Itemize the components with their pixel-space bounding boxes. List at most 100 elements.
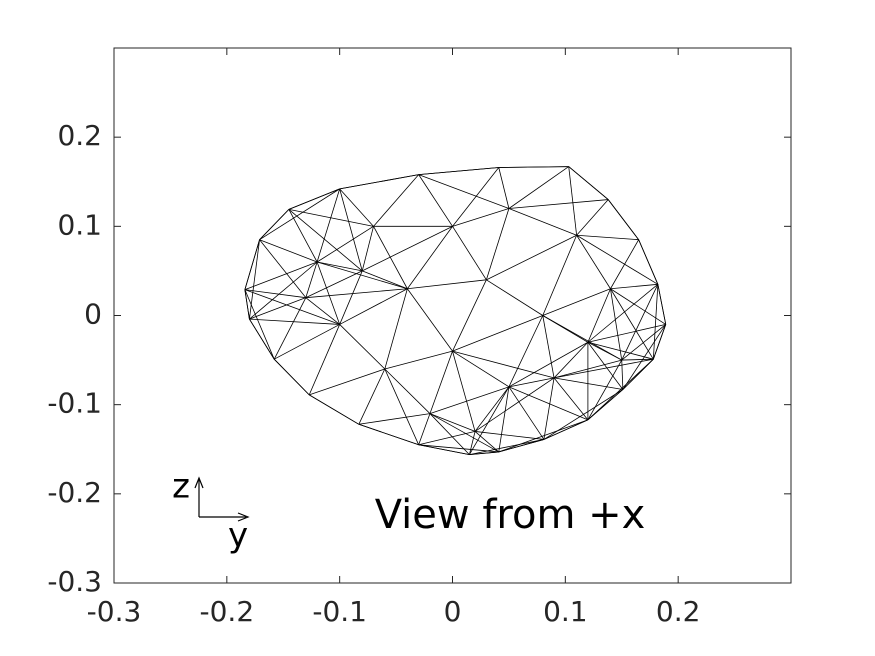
mesh-edge [317, 261, 363, 272]
x-tick-label: -0.1 [312, 595, 367, 628]
mesh-edge [305, 288, 408, 299]
mesh-edge [469, 386, 510, 455]
mesh-edge [587, 283, 659, 343]
mesh-edge [361, 226, 374, 272]
mesh-edge [508, 341, 589, 388]
mesh-edge [576, 199, 609, 236]
mesh-edge [244, 261, 318, 291]
mesh-edge [249, 261, 318, 320]
mesh-edge [621, 284, 659, 361]
mesh-edge [621, 360, 624, 390]
triad-z-label: z [172, 467, 190, 507]
mesh-edge [486, 234, 577, 281]
mesh-edge [621, 324, 667, 361]
y-tick-label: -0.1 [47, 387, 102, 420]
mesh-edge [610, 288, 623, 361]
mesh-edge [259, 209, 290, 240]
mesh-edge [475, 431, 544, 440]
mesh [244, 166, 667, 456]
mesh-edge [339, 324, 386, 370]
triad-y-head [237, 512, 250, 522]
mesh-edge [339, 288, 408, 325]
mesh-edge [576, 234, 639, 241]
mesh-edge [486, 279, 543, 316]
mesh-edge [508, 199, 609, 209]
mesh-edge [249, 318, 275, 360]
mesh-edge [339, 188, 374, 227]
mesh-edge [576, 234, 659, 285]
mesh-edge [244, 289, 340, 325]
mesh-edge [429, 386, 510, 414]
mesh-edge [305, 297, 340, 325]
mesh-edge [508, 208, 577, 236]
mesh-edge [316, 225, 374, 263]
mesh-edge [542, 235, 577, 316]
mesh-edge [418, 444, 470, 455]
x-tick-label: 0.2 [656, 595, 701, 628]
mesh-edge [407, 226, 453, 289]
mesh-edge [568, 166, 609, 200]
mesh-edge [288, 209, 363, 272]
mesh-edge [452, 351, 476, 432]
mesh-edge [418, 174, 510, 209]
mesh-edge [498, 439, 545, 453]
mesh-edge [657, 284, 667, 325]
mesh-edge [373, 174, 419, 227]
mesh-edge [316, 261, 341, 325]
mesh-edge [358, 423, 419, 446]
mesh-edge [418, 431, 476, 446]
x-tick-label: 0 [444, 595, 462, 628]
mesh-edge [305, 270, 363, 299]
mesh-edge [543, 419, 589, 440]
mesh-edge [452, 315, 543, 352]
mesh-edge [576, 235, 611, 289]
mesh-edge [418, 444, 499, 453]
mesh-edge [508, 166, 569, 209]
mesh-edge [429, 413, 476, 432]
mesh-edge [469, 431, 476, 455]
annotation: View from +x [375, 492, 646, 538]
mesh-edge [542, 315, 555, 378]
mesh-edge [429, 413, 470, 455]
mesh-edge [474, 386, 510, 432]
mesh-edge [358, 368, 386, 425]
mesh-edge [384, 368, 431, 414]
mesh-edge [384, 288, 408, 370]
mesh-edge [498, 386, 510, 452]
mesh-edge [309, 368, 385, 396]
mesh-edge [469, 439, 544, 455]
mesh-edge [607, 199, 639, 240]
mesh-edge [429, 413, 499, 453]
mesh-edge [418, 413, 431, 445]
mesh-edge [587, 342, 624, 390]
mesh-edge [610, 283, 658, 290]
mesh-edge [553, 377, 623, 390]
x-tick-label: 0.1 [543, 595, 588, 628]
mesh-edge [587, 324, 666, 343]
mesh-edge [339, 174, 419, 190]
mesh-edge [249, 297, 306, 320]
mesh-edge [508, 315, 544, 388]
mesh-edge [249, 318, 340, 325]
mesh-edge [362, 270, 408, 290]
mesh-edge [288, 188, 340, 210]
mesh-edge [610, 288, 654, 360]
mesh-edge [508, 386, 589, 421]
mesh-edge [339, 270, 363, 325]
mesh-edge [553, 359, 622, 379]
mesh-edge [308, 394, 360, 425]
mesh-edge [621, 358, 654, 361]
mesh-edge [244, 289, 275, 360]
mesh-edge [273, 297, 307, 360]
mesh-edge [316, 261, 408, 290]
mesh-edge [259, 188, 340, 241]
mesh-edge [508, 377, 555, 388]
mesh-edge [288, 209, 318, 263]
mesh-edge [407, 279, 487, 290]
mesh-edge [452, 279, 487, 352]
triad-z-head [194, 476, 204, 489]
y-tick-label: 0.1 [57, 208, 102, 241]
mesh-edge [244, 289, 250, 320]
mesh-edge [587, 359, 623, 421]
